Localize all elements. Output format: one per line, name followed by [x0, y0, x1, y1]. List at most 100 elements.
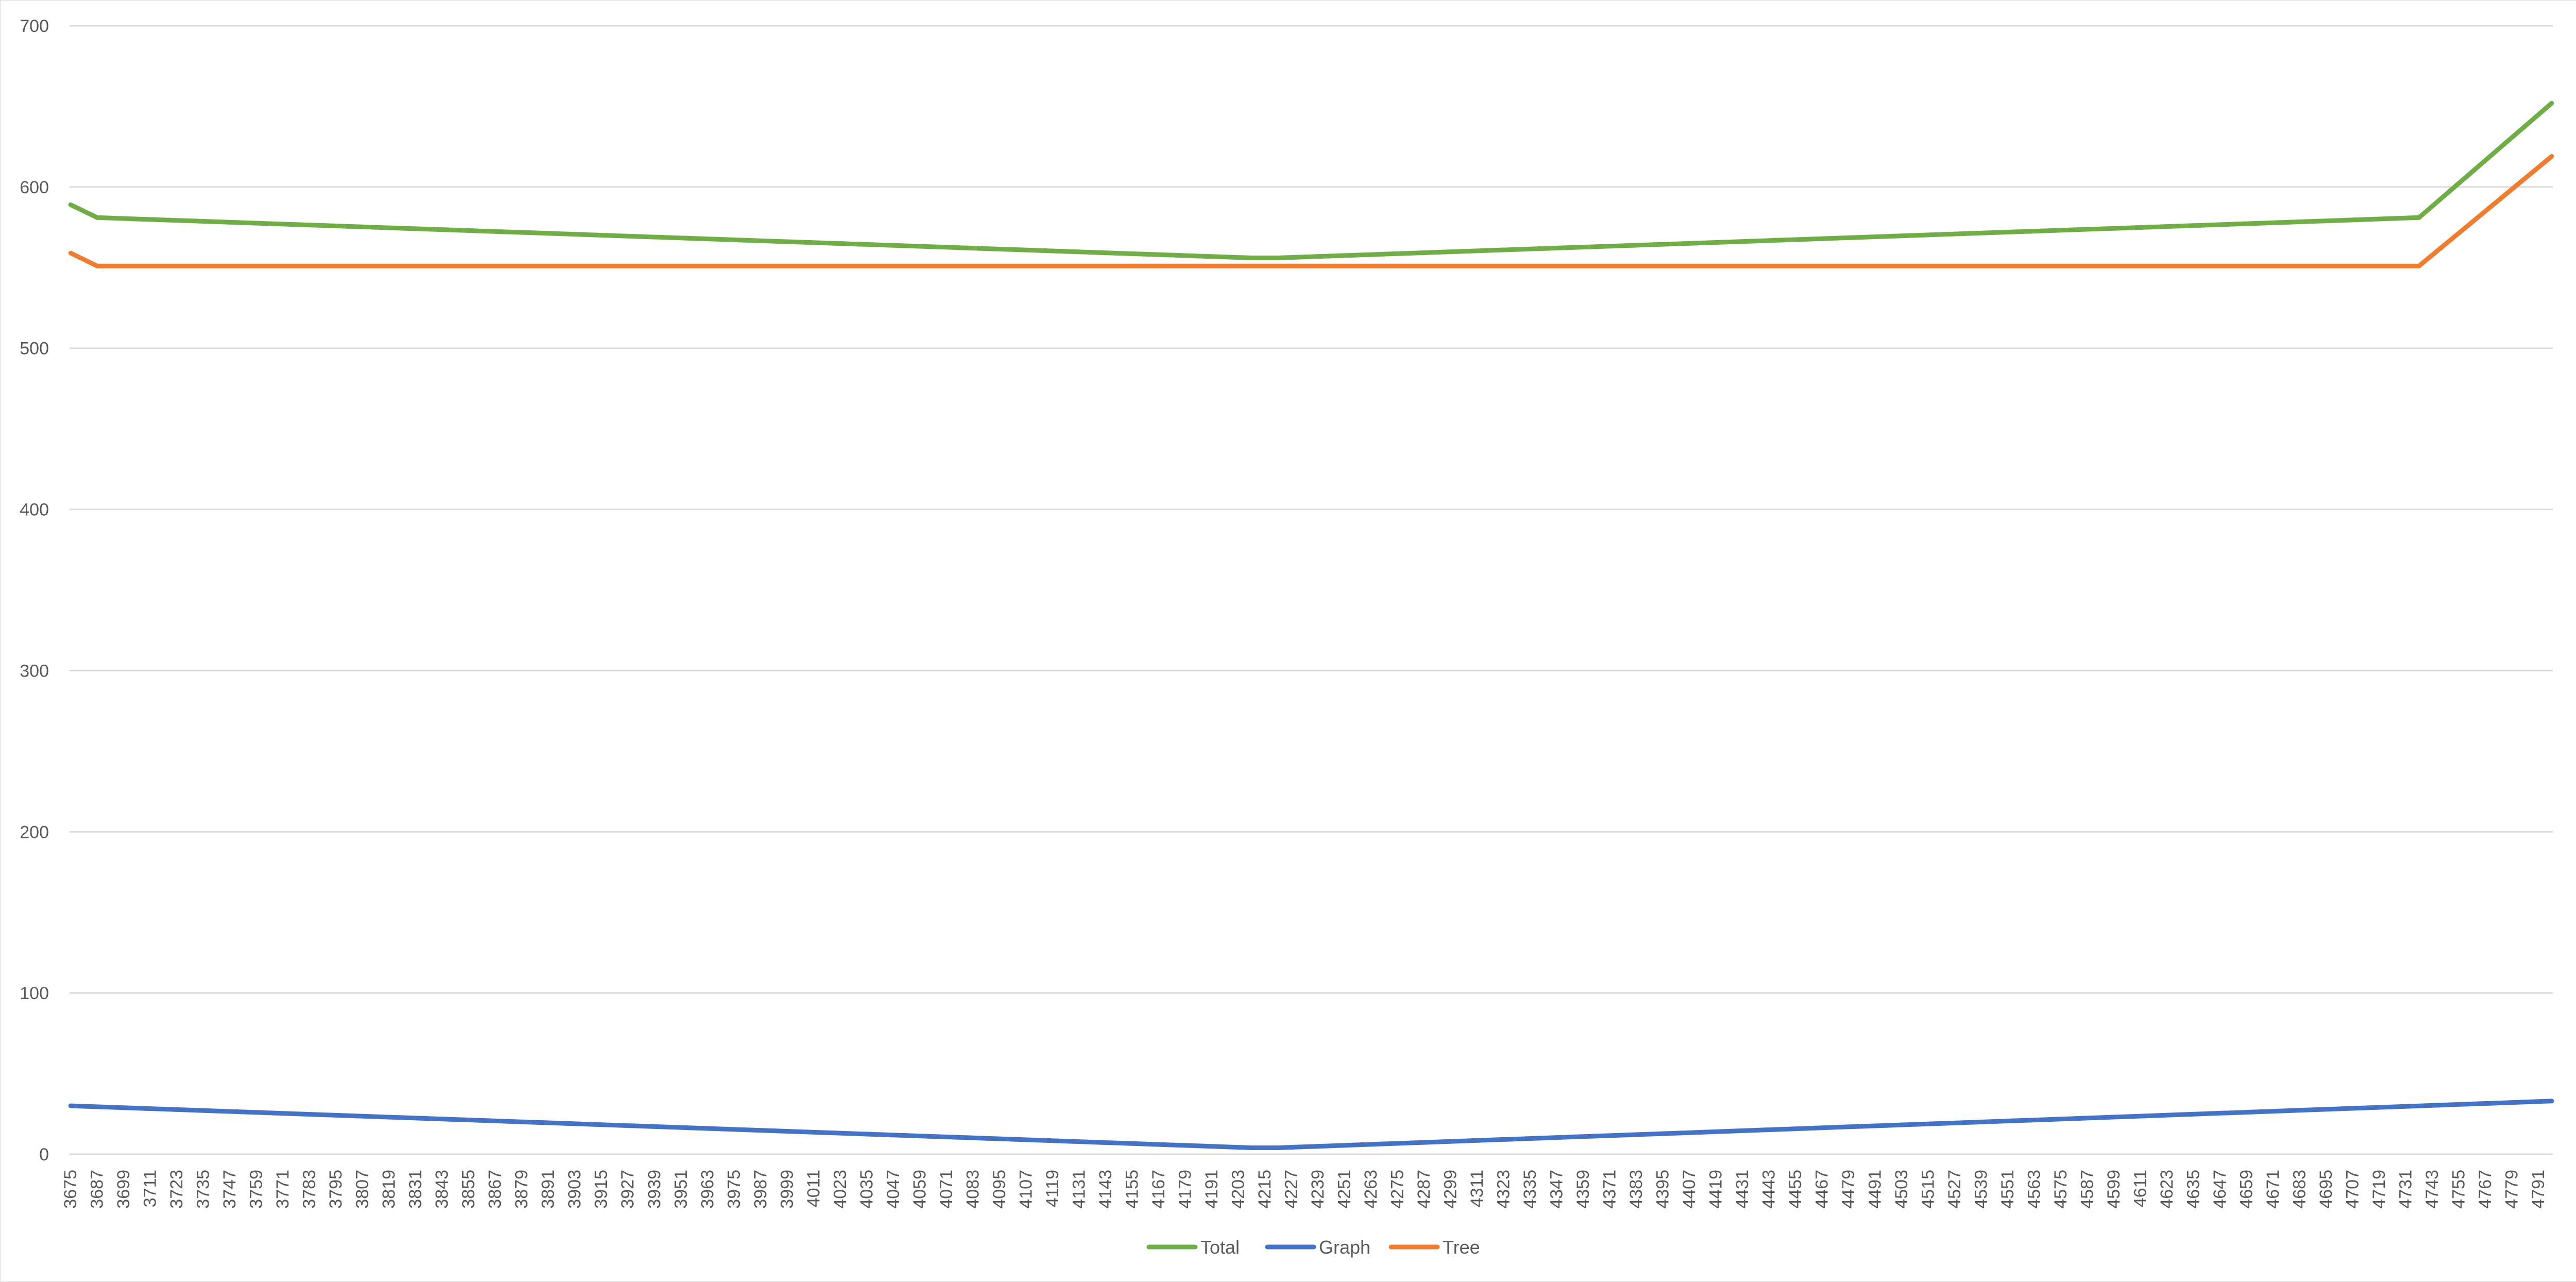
x-tick-label: 4203	[1228, 1170, 1248, 1209]
x-tick-label: 3771	[273, 1170, 293, 1209]
x-tick-label: 3987	[751, 1170, 770, 1209]
x-tick-label: 4251	[1334, 1170, 1354, 1209]
y-tick-label: 700	[20, 16, 49, 36]
y-tick-label: 300	[20, 661, 49, 681]
legend-item-tree: Tree	[1388, 1237, 1480, 1258]
x-tick-label: 4167	[1149, 1170, 1168, 1209]
x-tick-label: 4419	[1706, 1170, 1725, 1209]
x-tick-label: 4011	[804, 1170, 823, 1207]
x-tick-label: 4155	[1122, 1170, 1142, 1209]
x-tick-label: 4311	[1467, 1170, 1487, 1207]
x-tick-label: 4395	[1653, 1170, 1672, 1209]
x-tick-label: 4023	[831, 1170, 850, 1209]
x-tick-label: 3723	[167, 1170, 187, 1209]
x-tick-label: 4287	[1414, 1170, 1434, 1209]
x-tick-label: 3855	[459, 1170, 479, 1209]
legend-label: Total	[1200, 1237, 1240, 1258]
x-tick-label: 3867	[485, 1170, 505, 1209]
x-tick-label: 4791	[2529, 1170, 2548, 1209]
x-tick-label: 3951	[671, 1170, 691, 1209]
x-tick-label: 4131	[1069, 1170, 1089, 1209]
x-tick-label: 4599	[2104, 1170, 2124, 1209]
x-tick-label: 4455	[1786, 1170, 1805, 1209]
x-tick-label: 4227	[1281, 1170, 1301, 1209]
x-tick-label: 3891	[538, 1170, 558, 1209]
x-tick-label: 4239	[1308, 1170, 1328, 1209]
x-tick-label: 4119	[1043, 1170, 1062, 1207]
x-tick-label: 3819	[379, 1170, 399, 1209]
y-tick-label: 600	[20, 178, 49, 197]
y-tick-label: 400	[20, 500, 49, 520]
legend-label: Tree	[1443, 1237, 1480, 1258]
x-tick-label: 4215	[1255, 1170, 1275, 1209]
x-tick-label: 4515	[1918, 1170, 1938, 1209]
legend-label: Graph	[1319, 1237, 1370, 1258]
x-tick-label: 4659	[2237, 1170, 2257, 1209]
x-tick-label: 4527	[1945, 1170, 1964, 1209]
x-tick-label: 4575	[2051, 1170, 2071, 1209]
x-tick-label: 4347	[1547, 1170, 1566, 1209]
y-tick-label: 100	[20, 984, 49, 1003]
x-tick-label: 4503	[1892, 1170, 1911, 1209]
x-tick-label: 3903	[565, 1170, 585, 1209]
x-tick-label: 4563	[2025, 1170, 2044, 1209]
x-tick-label: 4071	[937, 1170, 956, 1209]
x-tick-label: 4095	[990, 1170, 1009, 1209]
series-line-tree	[68, 154, 2554, 268]
x-tick-label: 3699	[114, 1170, 133, 1209]
x-axis: 3675 3687 3699 3711 3723 3735 3747 3759 3771 3783…	[61, 1170, 2548, 1209]
x-tick-label: 3843	[432, 1170, 452, 1209]
x-tick-label: 4731	[2396, 1170, 2416, 1209]
legend: Total Graph Tree	[1146, 1237, 1480, 1258]
x-tick-label: 3735	[194, 1170, 213, 1209]
x-tick-label: 4431	[1733, 1170, 1752, 1209]
x-tick-label: 4059	[910, 1170, 929, 1209]
y-axis: 0 100 200 300 400 500 600 700	[20, 16, 49, 1165]
x-tick-label: 4299	[1440, 1170, 1460, 1209]
x-tick-label: 4767	[2476, 1170, 2495, 1209]
x-tick-label: 4143	[1096, 1170, 1115, 1209]
y-tick-label: 0	[39, 1145, 49, 1165]
x-tick-label: 3711	[141, 1170, 160, 1207]
x-tick-label: 4371	[1600, 1170, 1619, 1209]
gridlines	[70, 25, 2553, 1155]
x-tick-label: 4035	[857, 1170, 876, 1209]
x-tick-label: 4383	[1626, 1170, 1646, 1209]
x-tick-label: 3975	[724, 1170, 744, 1209]
x-tick-label: 4611	[2131, 1170, 2150, 1207]
y-tick-label: 200	[20, 822, 49, 842]
x-tick-label: 3879	[512, 1170, 532, 1209]
x-tick-label: 4683	[2290, 1170, 2310, 1209]
x-tick-label: 4635	[2184, 1170, 2204, 1209]
x-tick-label: 3759	[247, 1170, 266, 1209]
x-tick-label: 3927	[618, 1170, 638, 1209]
x-tick-label: 4719	[2369, 1170, 2389, 1209]
x-tick-label: 4551	[1998, 1170, 2018, 1209]
x-tick-label: 3747	[220, 1170, 240, 1209]
x-tick-label: 3795	[326, 1170, 346, 1209]
series-line-graph	[68, 1099, 2554, 1150]
x-tick-label: 3999	[777, 1170, 797, 1209]
x-tick-label: 4191	[1202, 1170, 1222, 1209]
x-tick-label: 3783	[300, 1170, 319, 1209]
x-tick-label: 4623	[2157, 1170, 2177, 1209]
legend-item-graph: Graph	[1265, 1237, 1370, 1258]
x-tick-label: 4671	[2263, 1170, 2283, 1209]
x-tick-label: 4587	[2078, 1170, 2097, 1209]
x-tick-label: 4263	[1361, 1170, 1381, 1209]
y-tick-label: 500	[20, 339, 49, 359]
x-tick-label: 4407	[1680, 1170, 1699, 1209]
x-tick-label: 4083	[963, 1170, 982, 1209]
x-tick-label: 4755	[2449, 1170, 2469, 1209]
x-tick-label: 4779	[2502, 1170, 2522, 1209]
x-tick-label: 3915	[591, 1170, 611, 1209]
series-line-total	[68, 100, 2554, 260]
x-tick-label: 4479	[1839, 1170, 1858, 1209]
x-tick-label: 3687	[88, 1170, 107, 1209]
x-tick-label: 4695	[2316, 1170, 2336, 1209]
x-tick-label: 4047	[884, 1170, 903, 1209]
x-tick-label: 4467	[1812, 1170, 1832, 1209]
x-tick-label: 4707	[2343, 1170, 2363, 1209]
